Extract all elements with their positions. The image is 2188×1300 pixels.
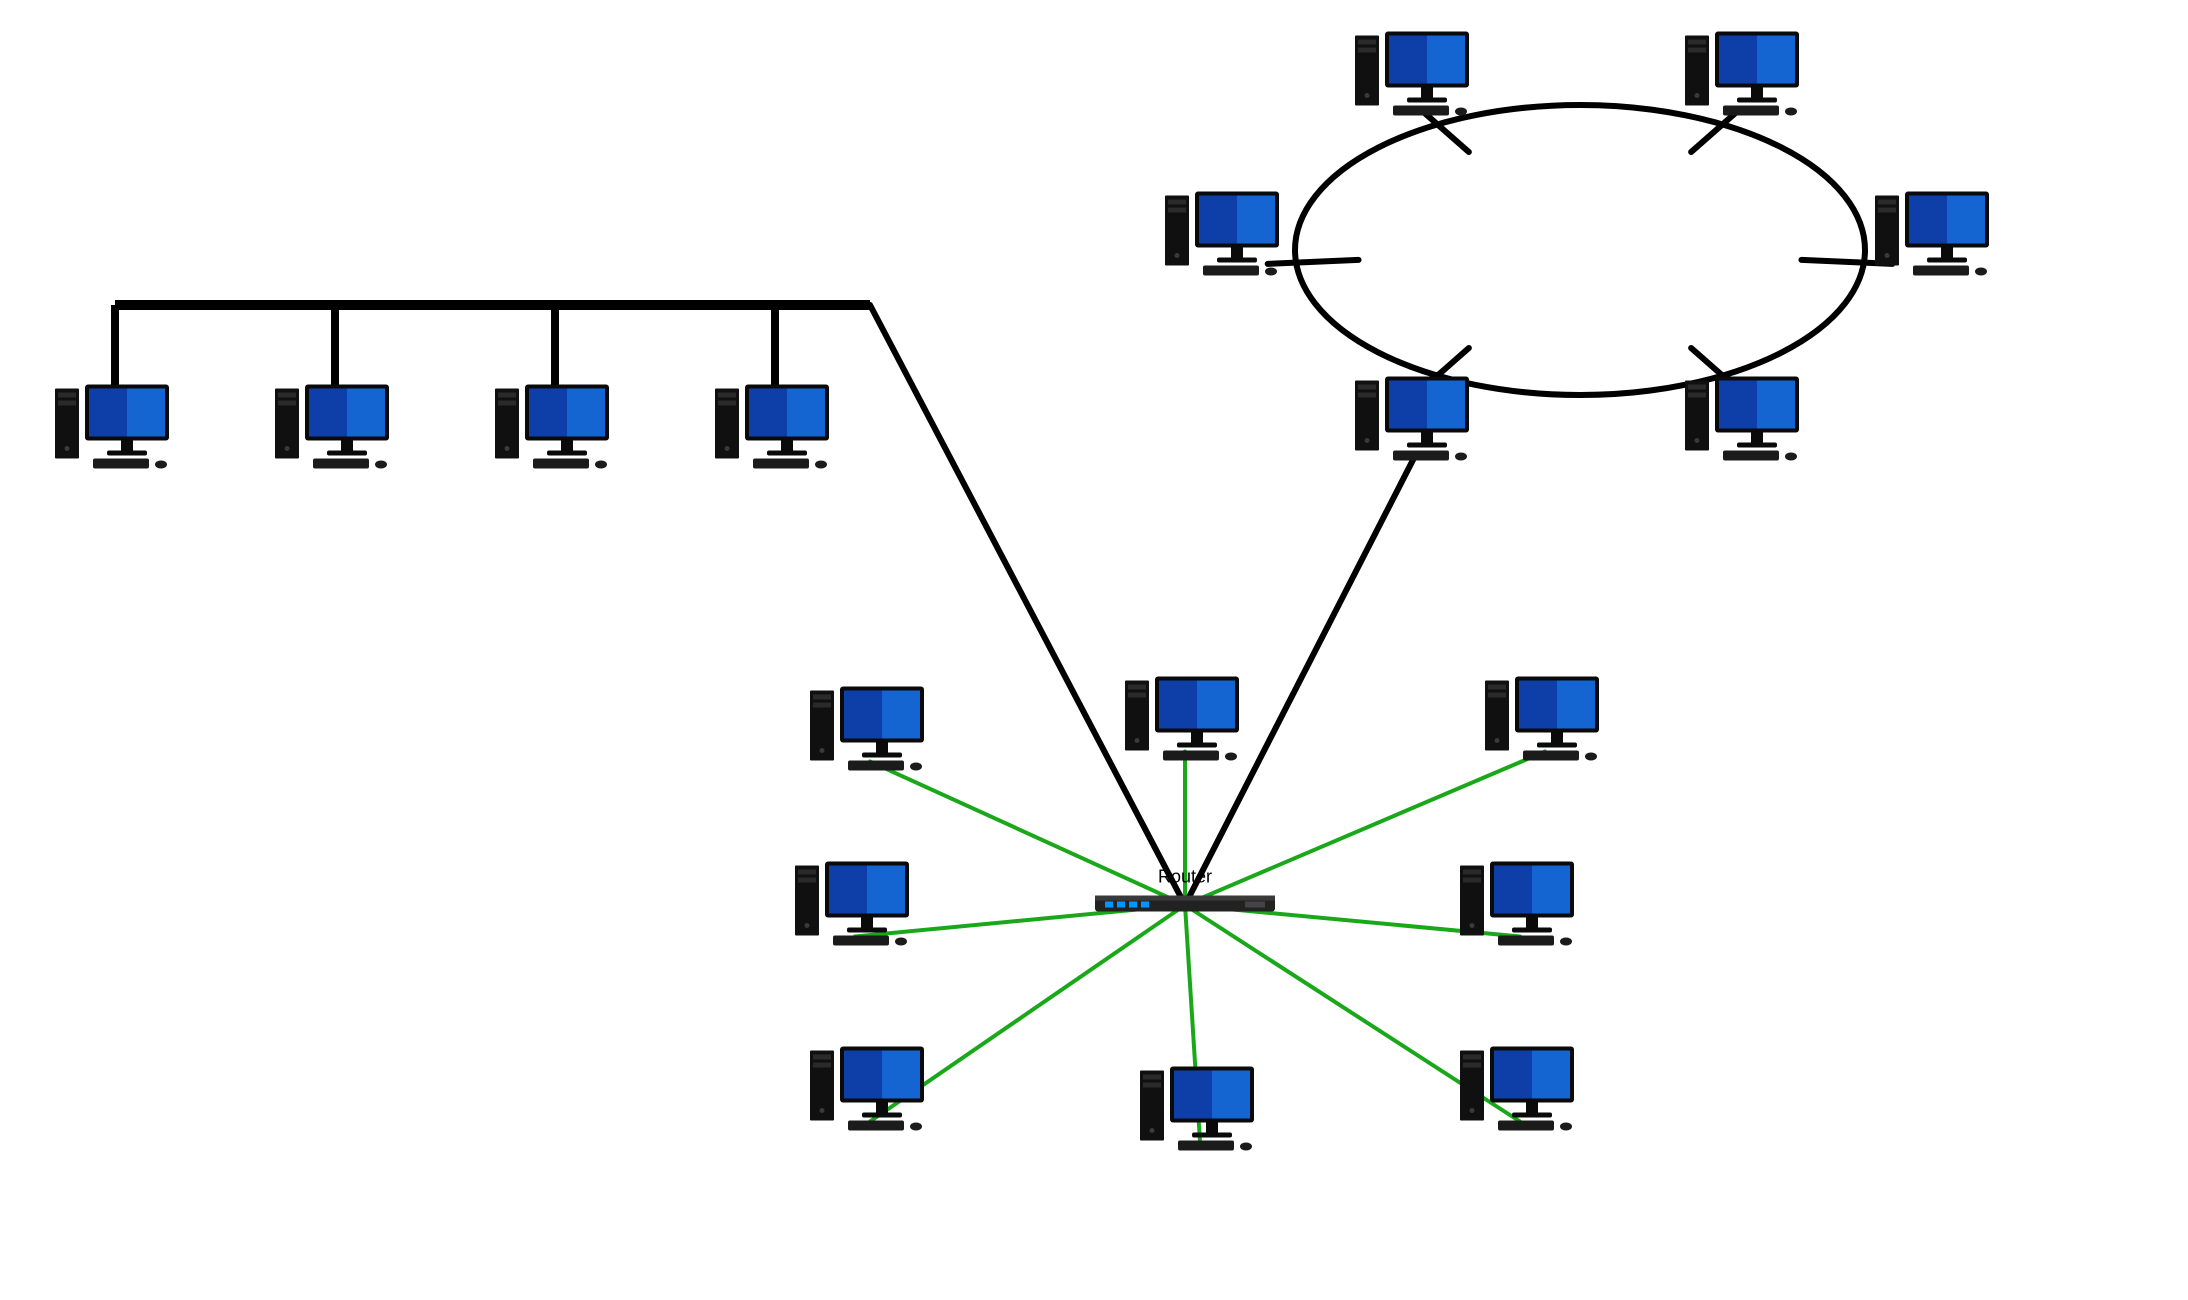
pc-icon: [1165, 188, 1285, 283]
pc-icon: [275, 381, 395, 476]
pc-icon: [1125, 673, 1245, 768]
pc-icon: [810, 683, 930, 778]
pc-icon: [1140, 1063, 1260, 1158]
pc-icon: [810, 1043, 930, 1138]
pc-icon: [495, 381, 615, 476]
network-diagram: { "type": "network", "background_color":…: [0, 0, 2188, 1300]
pc-icon: [1685, 28, 1805, 123]
pc-icon: [795, 858, 915, 953]
pc-icon: [1485, 673, 1605, 768]
wiring-layer: [0, 0, 2188, 1300]
pc-icon: [1685, 373, 1805, 468]
pc-icon: [1460, 1043, 1580, 1138]
pc-icon: [1355, 28, 1475, 123]
pc-icon: [1875, 188, 1995, 283]
pc-icon: [715, 381, 835, 476]
router-label: Router: [1158, 867, 1212, 888]
router-icon: [1095, 890, 1275, 921]
pc-icon: [1460, 858, 1580, 953]
pc-icon: [55, 381, 175, 476]
pc-icon: [1355, 373, 1475, 468]
